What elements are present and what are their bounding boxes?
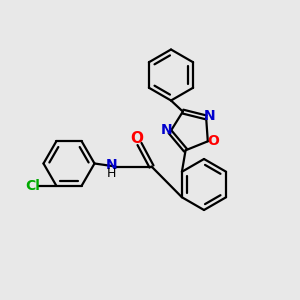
Text: N: N <box>160 123 172 137</box>
Text: H: H <box>107 167 117 180</box>
Text: N: N <box>106 158 118 172</box>
Text: O: O <box>130 131 144 146</box>
Text: O: O <box>207 134 219 148</box>
Text: Cl: Cl <box>25 178 40 193</box>
Text: N: N <box>204 109 216 123</box>
